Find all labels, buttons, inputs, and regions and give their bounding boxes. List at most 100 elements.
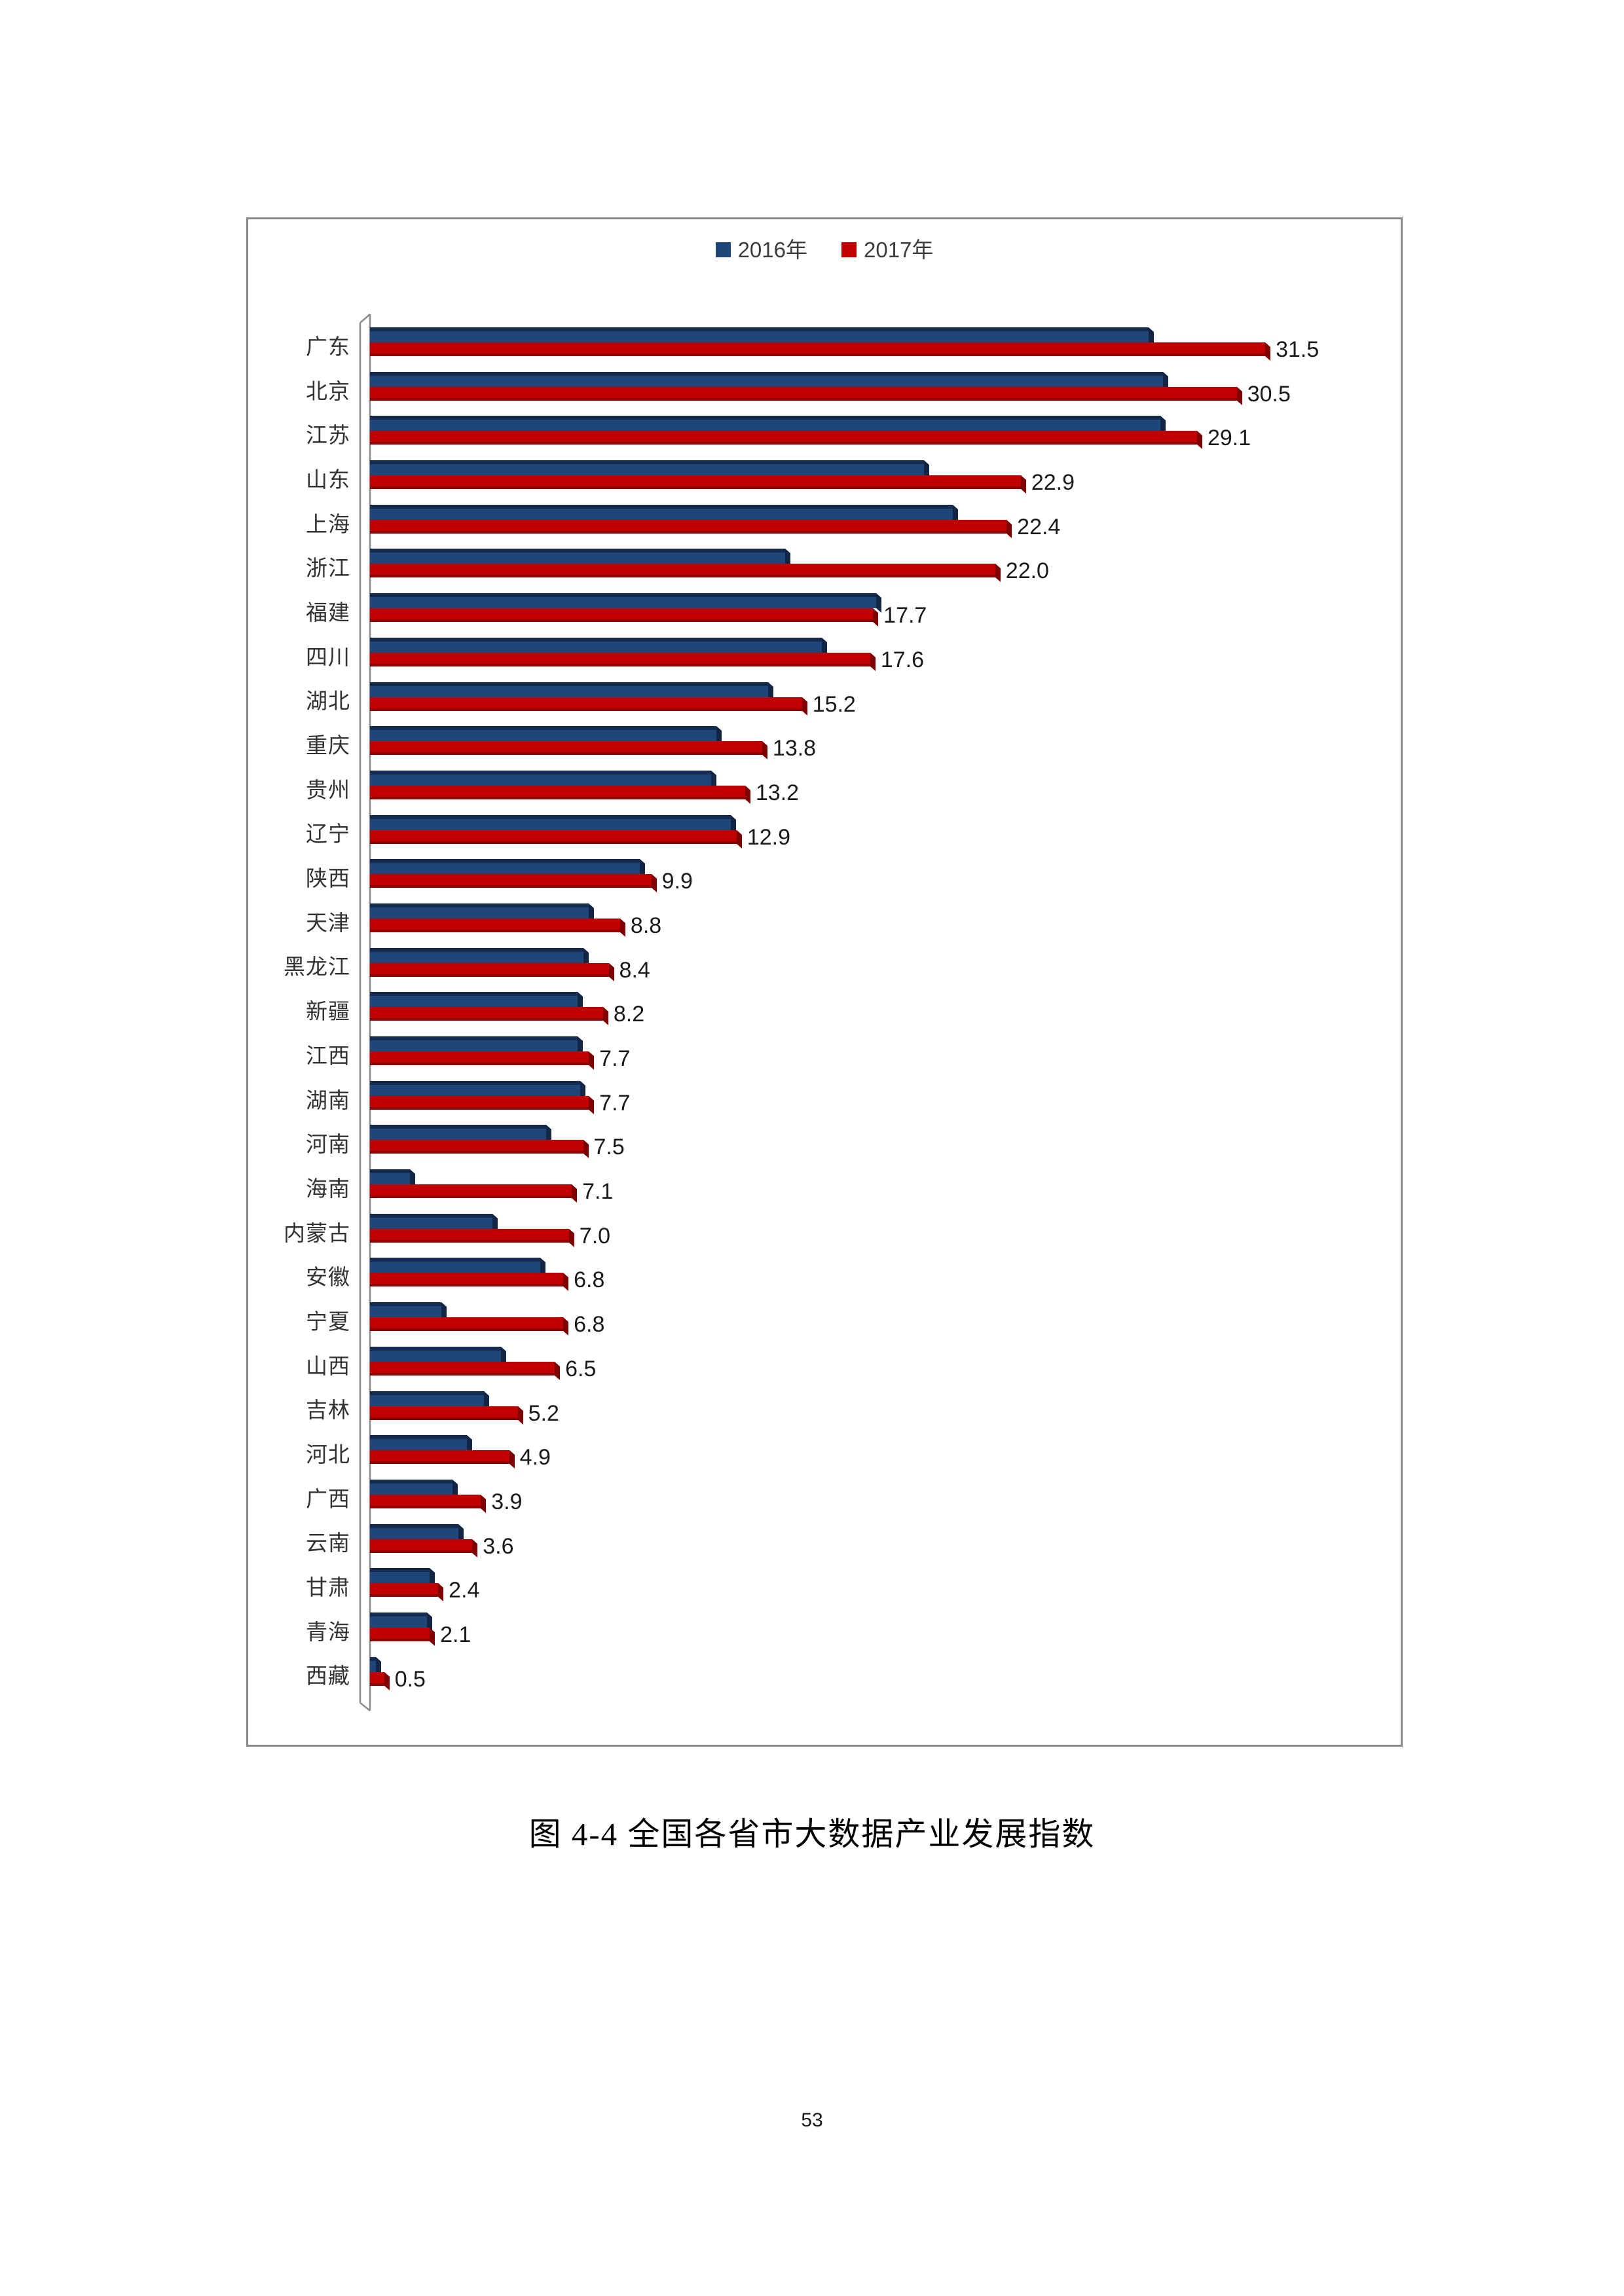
- category-label: 海南: [306, 1176, 350, 1201]
- category-label: 湖南: [306, 1087, 350, 1112]
- bar-2016: [370, 327, 1149, 342]
- bar-2017: [370, 386, 1237, 401]
- chart-row: 江西 7.7: [248, 1032, 1401, 1076]
- category-label: 江西: [306, 1043, 350, 1068]
- category-label: 山西: [306, 1353, 350, 1378]
- bar-2016: [370, 770, 711, 786]
- category-label: 青海: [306, 1619, 350, 1644]
- chart-row: 甘肃 2.4: [248, 1563, 1401, 1608]
- value-label-2017: 5.2: [528, 1400, 559, 1426]
- value-label-2017: 2.4: [449, 1578, 480, 1603]
- bar-2016: [370, 903, 589, 919]
- chart-row: 上海 22.4: [248, 500, 1401, 545]
- bar-2017: [370, 874, 652, 888]
- chart-row: 北京 30.5: [248, 367, 1401, 412]
- bar-2017: [370, 697, 802, 711]
- value-label-2017: 8.8: [630, 913, 662, 938]
- value-label-2017: 7.0: [579, 1223, 611, 1248]
- value-label-2017: 0.5: [394, 1666, 426, 1692]
- value-label-2017: 7.7: [599, 1090, 631, 1116]
- bar-2016: [370, 1612, 427, 1628]
- bar-2017: [370, 962, 609, 977]
- chart-row: 重庆 13.8: [248, 721, 1401, 766]
- value-label-2017: 13.2: [755, 780, 800, 805]
- page-number: 53: [801, 2109, 823, 2131]
- category-label: 云南: [306, 1531, 350, 1556]
- legend-label-2017: 2017年: [864, 238, 934, 262]
- chart-row: 河南 7.5: [248, 1120, 1401, 1165]
- bar-2017: [370, 652, 870, 666]
- bar-2016: [370, 1435, 467, 1451]
- value-label-2017: 15.2: [812, 691, 856, 717]
- chart-row: 青海 2.1: [248, 1608, 1401, 1652]
- bar-2017: [370, 431, 1197, 445]
- bar-2017: [370, 1317, 564, 1332]
- chart-row: 广东 31.5: [248, 323, 1401, 367]
- category-label: 四川: [306, 644, 350, 669]
- value-label-2017: 7.1: [582, 1179, 614, 1205]
- bar-2016: [370, 1568, 430, 1584]
- bar-2016: [370, 416, 1160, 431]
- value-label-2017: 3.9: [491, 1489, 523, 1514]
- bar-2016: [370, 992, 578, 1008]
- bar-2016: [370, 1302, 441, 1318]
- category-label: 重庆: [306, 733, 350, 758]
- category-label: 福建: [306, 600, 350, 625]
- category-label: 山东: [306, 467, 350, 492]
- category-label: 贵州: [306, 777, 350, 802]
- category-label: 广东: [306, 334, 350, 359]
- category-label: 黑龙江: [284, 955, 350, 979]
- bar-2016: [370, 859, 640, 875]
- category-label: 浙江: [306, 556, 350, 581]
- bar-2016: [370, 947, 583, 963]
- value-label-2017: 29.1: [1207, 426, 1251, 451]
- bar-2017: [370, 564, 995, 578]
- bar-2017: [370, 1095, 589, 1110]
- bar-2016: [370, 1258, 541, 1273]
- category-label: 安徽: [306, 1265, 350, 1290]
- chart-row: 云南 3.6: [248, 1520, 1401, 1564]
- bar-2017: [370, 1184, 572, 1199]
- category-label: 广西: [306, 1486, 350, 1511]
- chart-row: 贵州 13.2: [248, 766, 1401, 811]
- bar-2017: [370, 1627, 430, 1641]
- value-label-2017: 30.5: [1247, 381, 1291, 407]
- bar-2017: [370, 1406, 518, 1420]
- category-label: 河南: [306, 1132, 350, 1157]
- value-label-2017: 31.5: [1276, 337, 1320, 362]
- bar-2017: [370, 1450, 509, 1465]
- category-label: 新疆: [306, 999, 350, 1024]
- category-label: 西藏: [306, 1664, 350, 1688]
- legend-label-2016: 2016年: [737, 238, 807, 262]
- chart-row: 湖北 15.2: [248, 678, 1401, 722]
- bar-2017: [370, 829, 737, 844]
- bar-2017: [370, 475, 1021, 490]
- bar-2016: [370, 371, 1163, 387]
- value-label-2017: 2.1: [440, 1622, 471, 1647]
- bar-2016: [370, 1656, 376, 1672]
- value-label-2017: 6.5: [565, 1356, 597, 1381]
- bar-2017: [370, 1583, 439, 1597]
- chart-row: 辽宁 12.9: [248, 811, 1401, 855]
- bar-2016: [370, 1523, 458, 1539]
- bar-2017: [370, 1228, 569, 1243]
- category-label: 北京: [306, 378, 350, 403]
- value-label-2017: 22.9: [1031, 470, 1075, 496]
- category-label: 江苏: [306, 423, 350, 448]
- bar-2017: [370, 741, 762, 756]
- bar-2016: [370, 1169, 410, 1185]
- bar-2017: [370, 1494, 481, 1508]
- bar-2016: [370, 1346, 501, 1362]
- bar-2016: [370, 504, 953, 520]
- category-label: 陕西: [306, 866, 350, 891]
- bar-2016: [370, 682, 768, 697]
- value-label-2017: 22.0: [1005, 558, 1049, 584]
- chart-row: 宁夏 6.8: [248, 1298, 1401, 1342]
- value-label-2017: 8.2: [613, 1002, 645, 1027]
- chart-row: 西藏 0.5: [248, 1652, 1401, 1697]
- category-label: 甘肃: [306, 1575, 350, 1600]
- chart-row: 黑龙江 8.4: [248, 943, 1401, 988]
- chart-row: 湖南 7.7: [248, 1076, 1401, 1121]
- chart-legend: 2016年 2017年: [248, 239, 1401, 261]
- bar-2017: [370, 785, 745, 799]
